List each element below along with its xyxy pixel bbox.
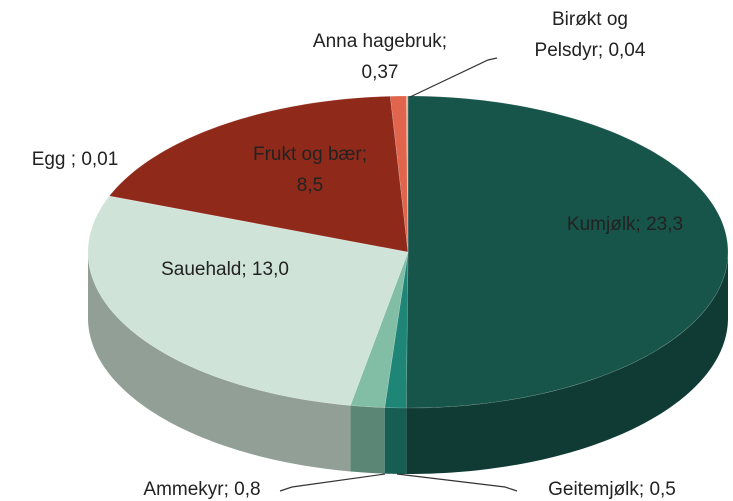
data-label: Egg ; 0,01 <box>32 149 119 170</box>
pie-side <box>88 252 351 472</box>
pie-slice <box>405 95 729 409</box>
data-label: 0,37 <box>362 62 399 83</box>
leader-line <box>279 473 386 492</box>
data-label: Anna hagebruk; <box>313 31 447 52</box>
data-label: Frukt og bær; <box>253 144 367 165</box>
pie-slice <box>108 95 409 253</box>
pie-slice <box>389 95 409 253</box>
leader-line <box>409 57 498 98</box>
pie-side <box>350 405 385 474</box>
pie-sides <box>88 252 728 474</box>
labels: Kumjølk; 23,3 Geitemjølk; 0,5 Ammekyr; 0,8… <box>32 9 683 500</box>
data-label: Sauehald; 13,0 <box>161 259 289 280</box>
data-label: 8,5 <box>297 175 323 196</box>
data-label: Pelsdyr; 0,04 <box>535 40 646 61</box>
data-label: Birøkt og <box>552 9 628 30</box>
data-label: Ammekyr; 0,8 <box>143 479 260 500</box>
pie-slice <box>87 195 409 406</box>
pie-slice <box>349 251 409 408</box>
pie-slice <box>108 195 409 253</box>
pie-tops <box>87 95 729 409</box>
pie-slice <box>405 95 409 253</box>
pie-side <box>384 407 407 474</box>
leader-line <box>396 473 518 492</box>
pie-side <box>406 252 728 474</box>
data-label: Kumjølk; 23,3 <box>567 214 683 235</box>
data-label: Geitemjølk; 0,5 <box>548 479 676 500</box>
